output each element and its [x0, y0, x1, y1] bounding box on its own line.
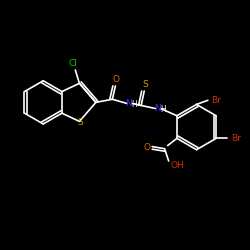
Text: OH: OH [170, 160, 184, 170]
Text: S: S [78, 118, 83, 127]
Text: N: N [154, 104, 161, 113]
Text: H: H [160, 105, 166, 114]
Text: Cl: Cl [69, 59, 78, 68]
Text: S: S [142, 80, 148, 90]
Text: O: O [113, 75, 120, 84]
Text: N: N [126, 99, 132, 108]
Text: Br: Br [211, 96, 221, 105]
Text: O: O [144, 143, 150, 152]
Text: Br: Br [231, 134, 240, 143]
Text: H: H [131, 100, 137, 109]
